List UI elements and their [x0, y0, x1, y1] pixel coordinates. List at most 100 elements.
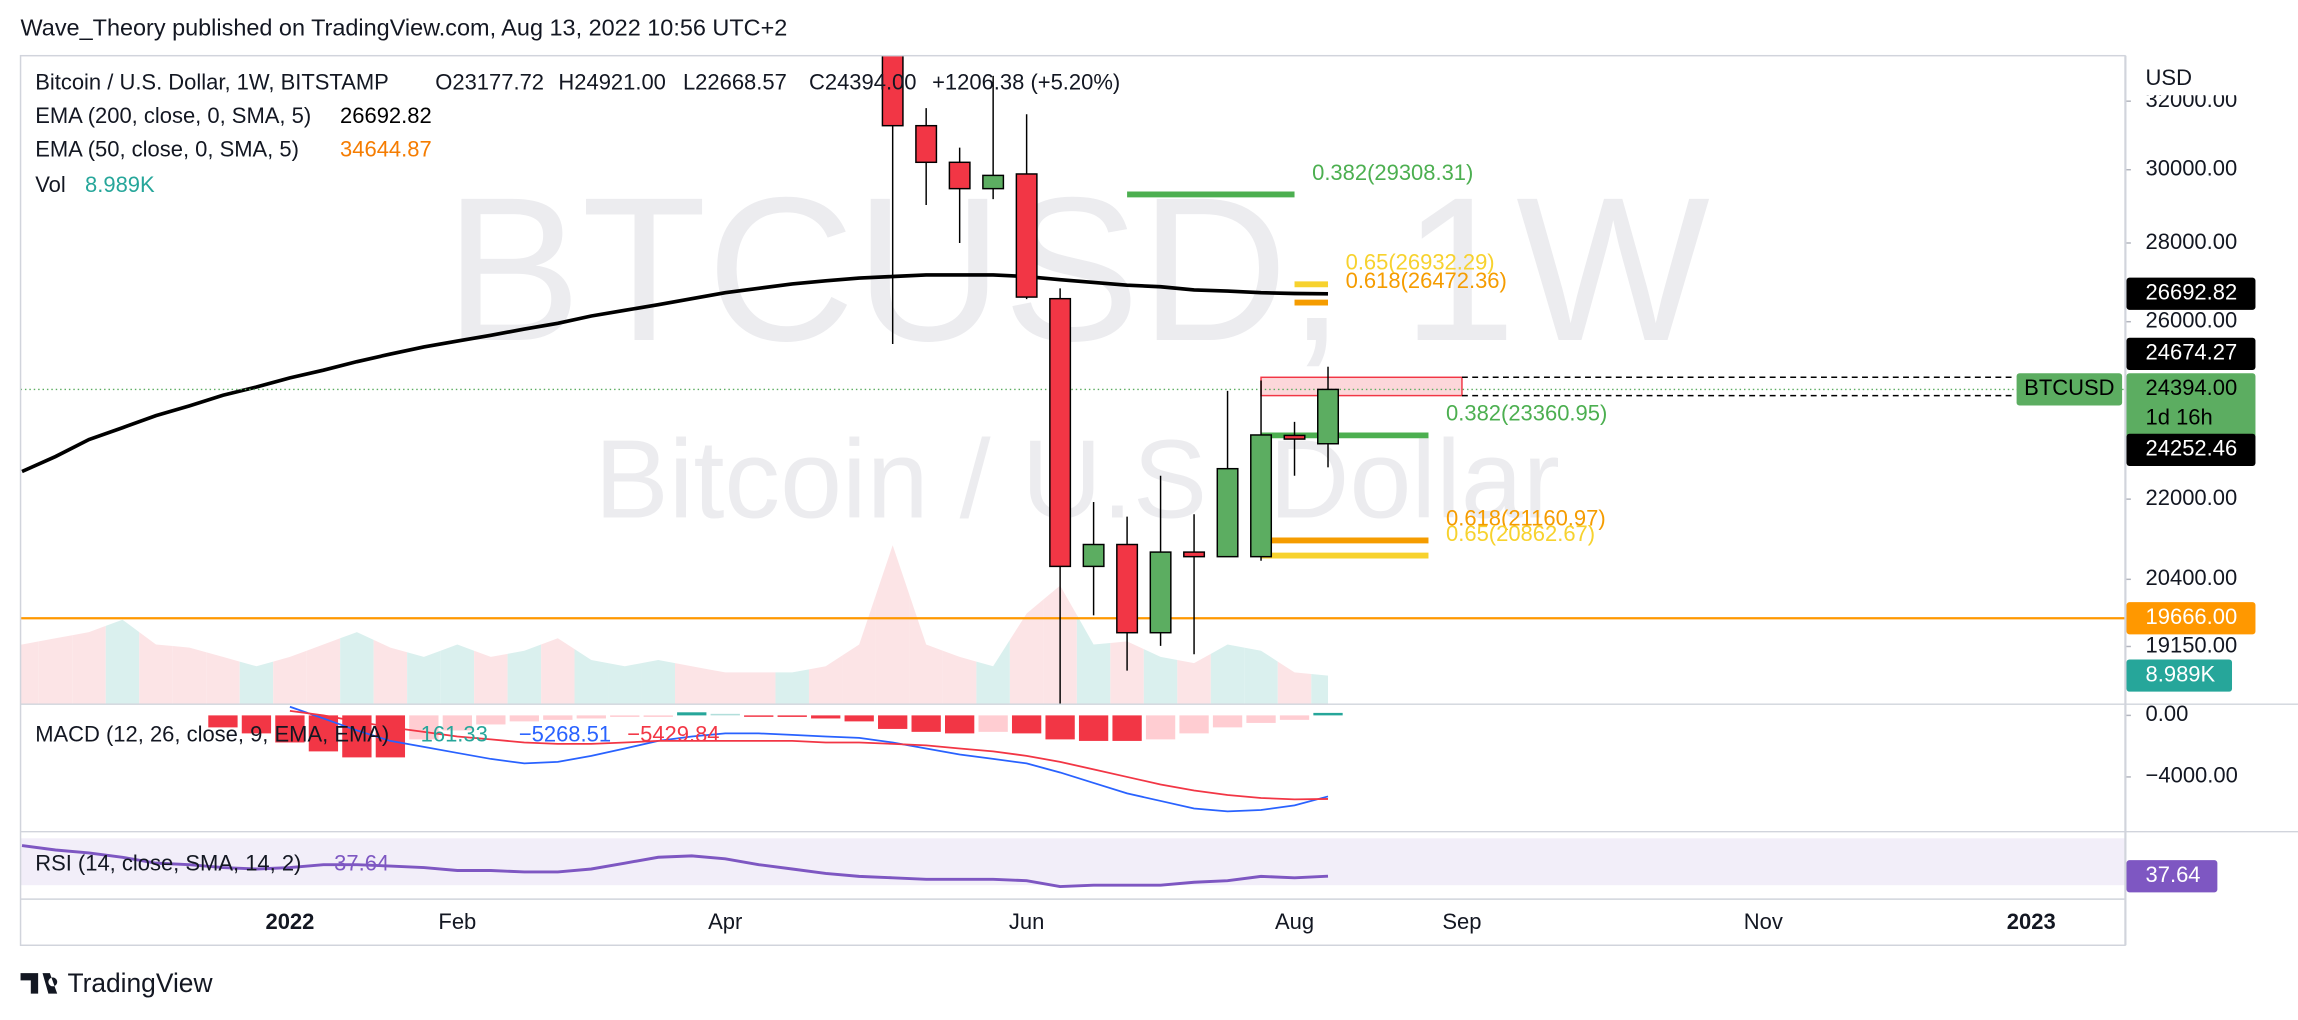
volume-area: [1244, 647, 1278, 704]
x-tick-label: Jun: [1009, 909, 1044, 934]
price-label-box: [2126, 277, 2256, 310]
watermark: BTCUSD, 1W: [445, 155, 1710, 384]
signal-line: [289, 710, 1329, 801]
y-tick-label: −4000.00: [2146, 763, 2238, 788]
volume-area: [139, 632, 173, 704]
y-tick-label: 19150.00: [2146, 632, 2238, 657]
legend: Bitcoin / U.S. Dollar, 1W, BITSTAMP O231…: [35, 69, 1120, 875]
volume-area: [574, 649, 609, 704]
y-tick-label: 30000.00: [2146, 156, 2238, 181]
macd-histogram: [1179, 715, 1209, 734]
macd-histogram: [509, 715, 539, 722]
candle-body: [1015, 173, 1038, 298]
macd-histogram: [844, 715, 874, 722]
volume-area: [708, 669, 742, 704]
macd-histogram: [442, 715, 473, 731]
macd-histogram: [476, 715, 506, 725]
ohlc-value: L22668.57: [683, 69, 787, 94]
zone: [1260, 376, 1463, 397]
ohlc-value: O23177.72: [435, 69, 544, 94]
candle-body: [881, 55, 904, 127]
macd-histogram: [1145, 715, 1176, 740]
brand-name: TradingView: [67, 968, 213, 998]
price-label-box: [2126, 337, 2256, 370]
brand-logo: [20, 973, 58, 994]
candle-body: [1082, 543, 1105, 568]
x-tick-label: Nov: [1744, 909, 1783, 934]
macd-histogram: [1279, 715, 1310, 720]
candle-body: [948, 161, 971, 190]
macd-histogram: [576, 715, 606, 719]
macd-histogram: [1313, 712, 1343, 716]
candle-body: [1049, 297, 1072, 568]
volume-area: [875, 545, 910, 704]
macd-histogram: [811, 715, 841, 719]
indicator-name: RSI (14, close, SMA, 14, 2): [35, 850, 301, 875]
macd-pane: [208, 705, 1343, 813]
macd-histogram: [1078, 715, 1109, 741]
indicator-value: −5268.51: [519, 722, 611, 747]
volume-area: [1177, 653, 1211, 704]
volume-area: [206, 652, 240, 704]
volume-area: [808, 655, 843, 704]
price-label: 19666.00: [2146, 604, 2238, 629]
macd-histogram: [878, 715, 908, 729]
ohlc-value: C24394.00: [809, 69, 917, 94]
volume-area: [1277, 661, 1312, 704]
macd-histogram: [1011, 715, 1042, 734]
countdown: 1d 16h: [2146, 405, 2213, 430]
x-tick-label: Sep: [1442, 909, 1481, 934]
volume-area: [942, 650, 977, 704]
volume-area: [407, 650, 441, 704]
y-tick-label: 26000.00: [2146, 308, 2238, 333]
volume-area: [1076, 615, 1111, 704]
candle-body: [1317, 388, 1340, 445]
macd-histogram: [710, 713, 740, 716]
macd-histogram: [677, 712, 707, 716]
volume-area: [741, 672, 776, 704]
y-tick-label: 22000.00: [2146, 485, 2238, 510]
indicator-name: Vol: [35, 172, 66, 197]
volume-area: [507, 644, 542, 704]
candle-body: [915, 124, 938, 164]
candle-body: [1183, 551, 1206, 558]
volume-area: [1009, 599, 1044, 704]
indicator-name: EMA (200, close, 0, SMA, 5): [35, 103, 311, 128]
macd-histogram: [1112, 715, 1142, 741]
indicator-value: 34644.87: [340, 137, 432, 162]
volume-area: [842, 594, 876, 704]
rsi-value-box: [2126, 860, 2218, 893]
volume-value-label: 8.989K: [2146, 661, 2216, 686]
volume-area: [306, 638, 341, 704]
ohlc-change: +1206.38 (+5.20%): [932, 69, 1120, 94]
volume-area: [641, 660, 676, 704]
fib-label: 0.382(23360.95): [1446, 401, 1607, 426]
fib-label: 0.382(29308.31): [1312, 160, 1473, 185]
y-tick-label: 28000.00: [2146, 229, 2238, 254]
currency: USD: [2146, 65, 2192, 90]
indicator-value: 8.989K: [85, 172, 155, 197]
ohlc-value: H24921.00: [558, 69, 666, 94]
candle-body: [1216, 467, 1239, 558]
indicator-name: MACD (12, 26, close, 9, EMA, EMA): [35, 722, 389, 747]
volume-area: [239, 661, 274, 704]
indicator-value: −5429.84: [627, 722, 719, 747]
price-label: 26692.82: [2146, 280, 2238, 305]
rsi-line: [21, 844, 1329, 889]
macd-histogram: [911, 715, 941, 732]
volume-area: [541, 638, 575, 704]
x-tick-label: Aug: [1275, 909, 1314, 934]
volume-area: [273, 650, 307, 704]
x-tick-label: 2022: [265, 909, 314, 934]
y-tick-label: 20400.00: [2146, 565, 2238, 590]
price-label: 24674.27: [2146, 340, 2238, 365]
x-tick-label: 2023: [2007, 909, 2056, 934]
candle-body: [982, 174, 1005, 190]
axis-header-bg: [2126, 57, 2298, 96]
candle-body: [1116, 543, 1139, 634]
rsi-value-label: 37.64: [2146, 862, 2201, 887]
macd-histogram: [1246, 715, 1276, 723]
volume-area: [909, 594, 943, 704]
x-tick-label: Feb: [438, 909, 476, 934]
